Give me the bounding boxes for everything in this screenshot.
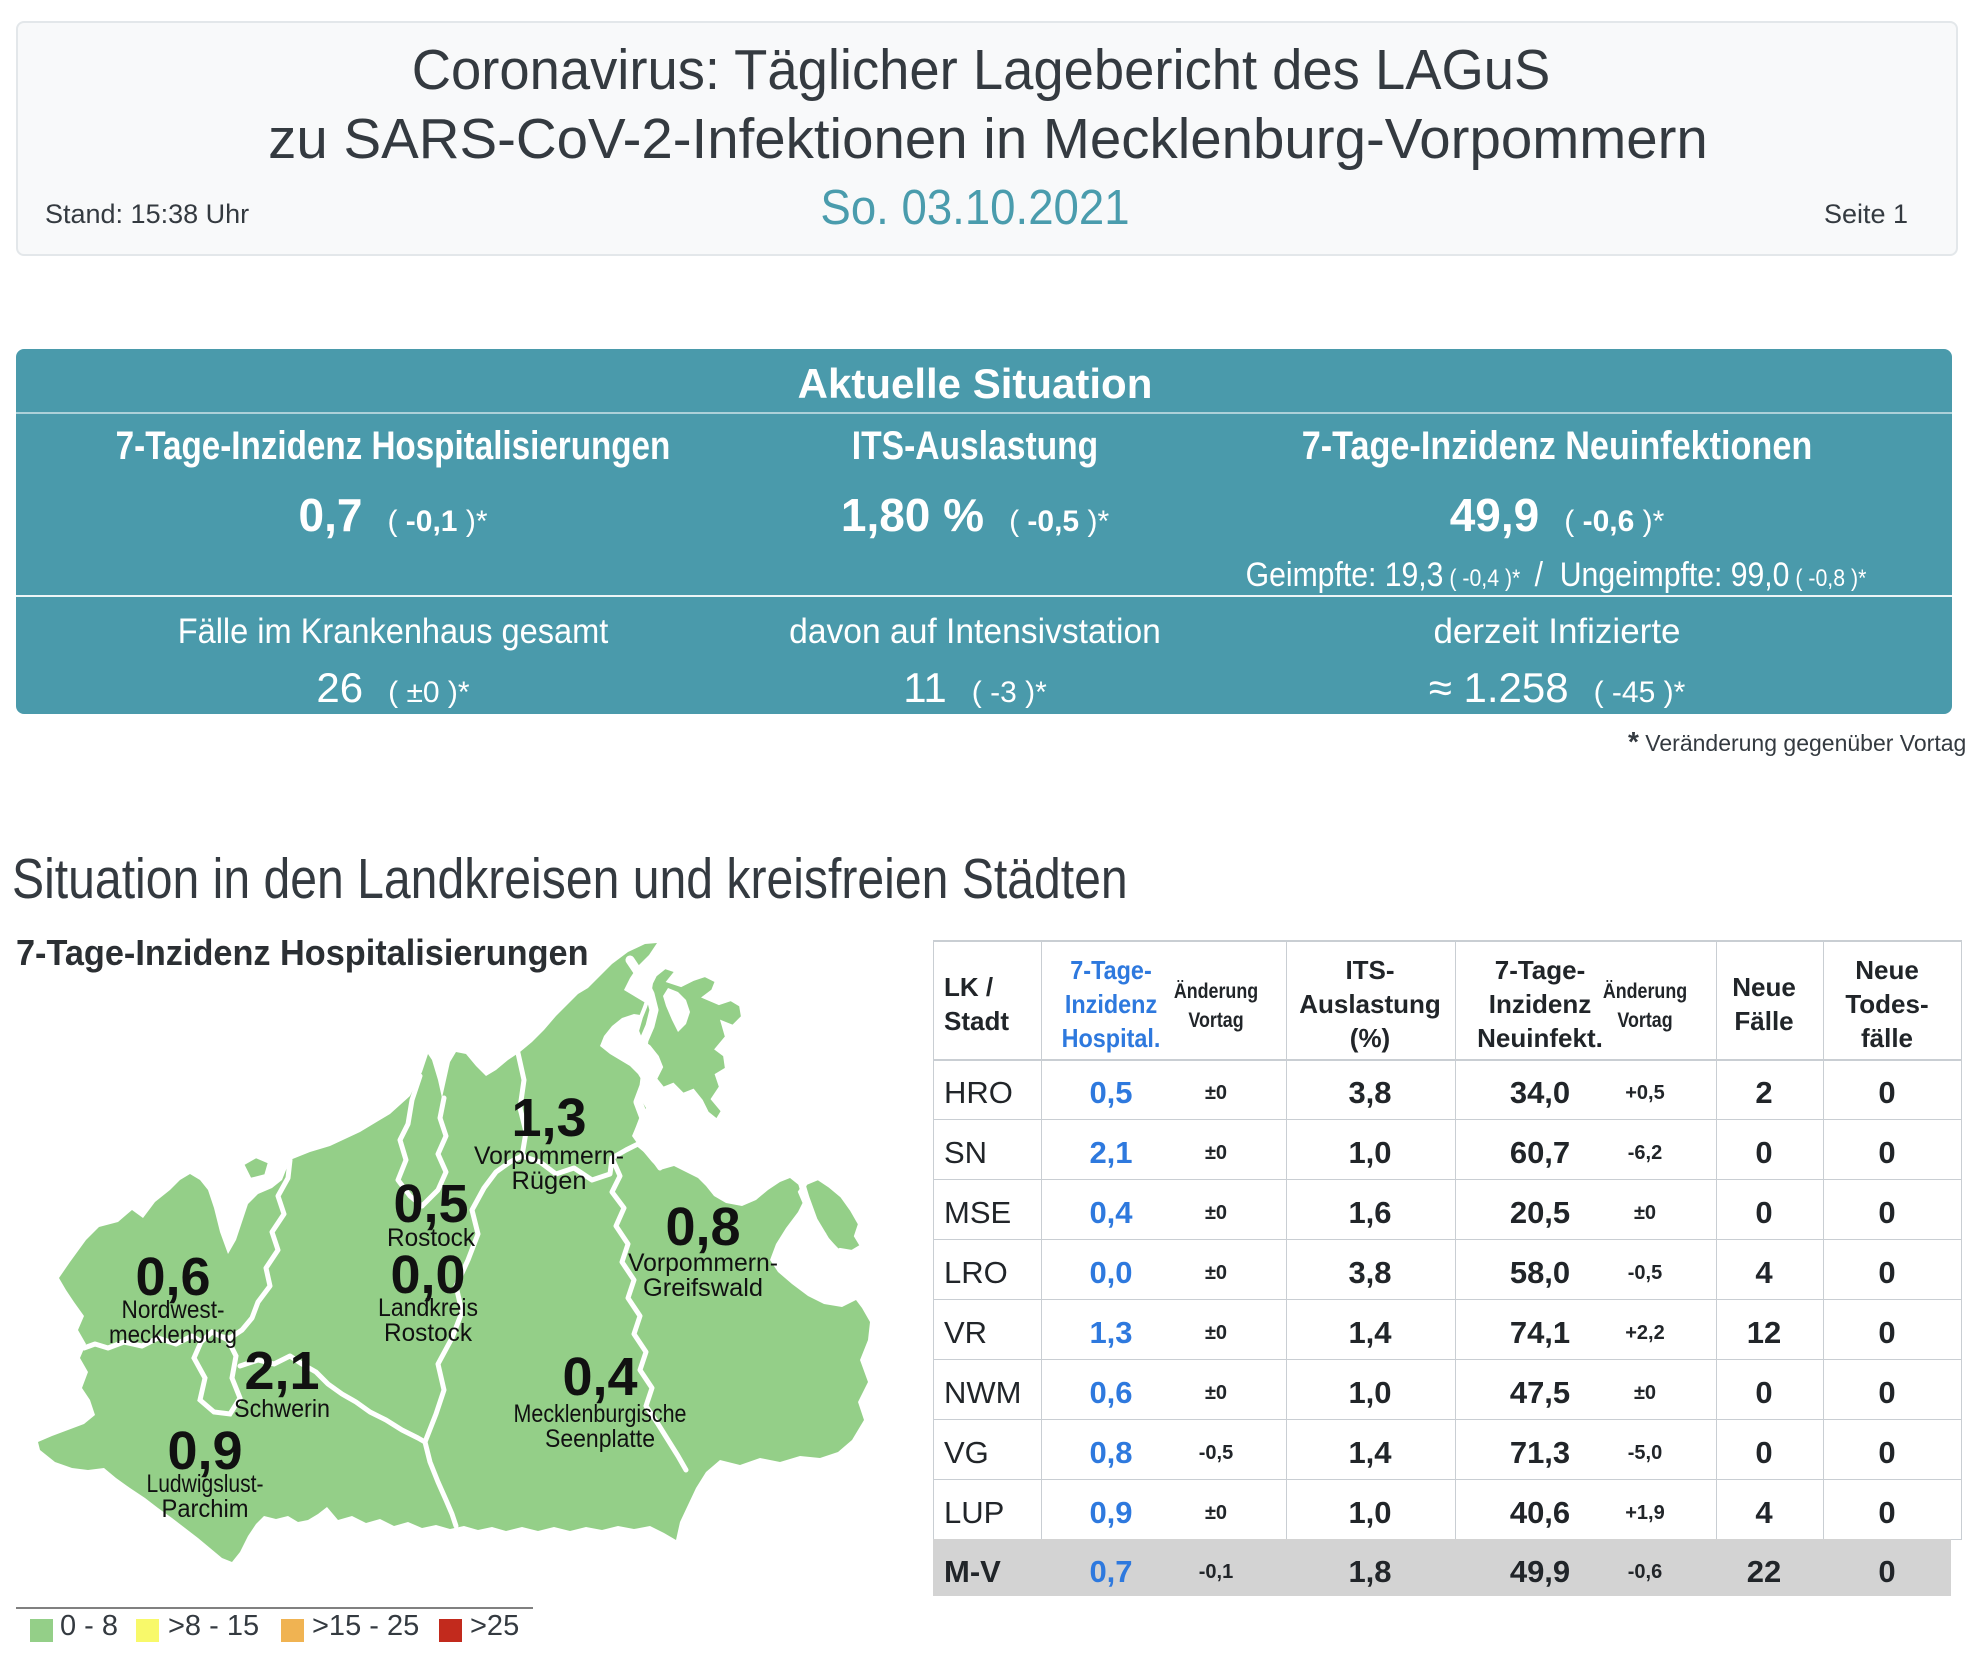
svg-text:Seenplatte: Seenplatte bbox=[545, 1425, 655, 1453]
svg-text:Nordwest-: Nordwest- bbox=[122, 1296, 225, 1324]
svg-text:Ludwigslust-: Ludwigslust- bbox=[147, 1470, 264, 1498]
svg-text:Schwerin: Schwerin bbox=[234, 1395, 330, 1423]
svg-text:Mecklenburgische: Mecklenburgische bbox=[514, 1400, 687, 1428]
svg-text:Vorpommern-: Vorpommern- bbox=[474, 1142, 624, 1170]
svg-text:2,1: 2,1 bbox=[244, 1341, 319, 1401]
svg-text:Parchim: Parchim bbox=[162, 1495, 249, 1523]
svg-text:Rostock: Rostock bbox=[384, 1319, 472, 1347]
svg-text:Greifswald: Greifswald bbox=[643, 1274, 763, 1302]
svg-text:mecklenburg: mecklenburg bbox=[109, 1321, 237, 1349]
svg-text:0,4: 0,4 bbox=[562, 1347, 637, 1407]
svg-text:0,5: 0,5 bbox=[393, 1174, 468, 1234]
svg-text:Vorpommern-: Vorpommern- bbox=[628, 1249, 778, 1277]
svg-text:0,8: 0,8 bbox=[665, 1197, 740, 1257]
svg-text:Landkreis: Landkreis bbox=[378, 1294, 478, 1322]
svg-text:0,6: 0,6 bbox=[135, 1247, 210, 1307]
svg-text:0,9: 0,9 bbox=[167, 1421, 242, 1481]
svg-text:0,0: 0,0 bbox=[390, 1245, 465, 1305]
svg-text:1,3: 1,3 bbox=[511, 1088, 586, 1148]
svg-text:Rostock: Rostock bbox=[387, 1224, 475, 1252]
svg-text:Rügen: Rügen bbox=[512, 1167, 587, 1195]
